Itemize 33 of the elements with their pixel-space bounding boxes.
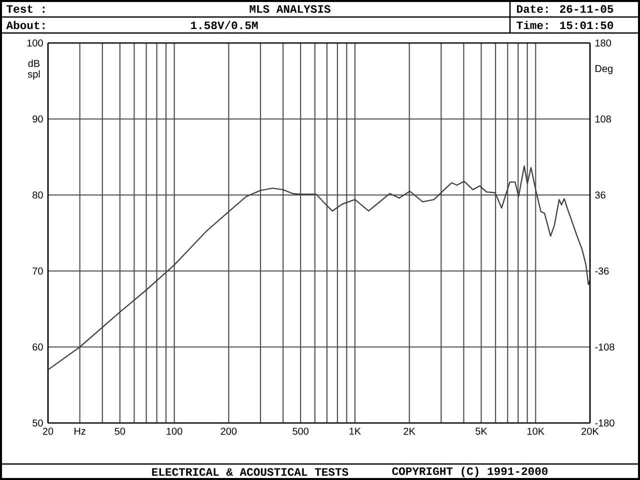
x-tick-label: 200 [220, 428, 237, 435]
y-tick-label: 80 [32, 191, 43, 199]
y-axis-title: dB spl [28, 60, 40, 80]
y2-tick-label: 180 [595, 39, 612, 47]
x-tick-label: Hz [74, 428, 86, 435]
y2-tick-label: -36 [595, 267, 609, 275]
x-tick-label: 1K [350, 428, 361, 435]
text: 1.58V/0.5M [191, 20, 258, 30]
y-tick-label: 70 [32, 267, 43, 275]
text: COPYRIGHT (C) 1991-2000 [392, 466, 548, 478]
x-tick-label: 2K [404, 428, 416, 435]
x-tick-label: 5K [476, 428, 488, 435]
chart-title: MLS ANALYSIS [250, 5, 330, 13]
x-tick-label: 20 [42, 428, 54, 435]
y2-tick-label: 36 [595, 191, 606, 199]
y-tick-label: 100 [27, 39, 43, 47]
y2-tick-label: -108 [595, 343, 614, 351]
x-tick-label: 100 [166, 428, 182, 435]
y-tick-label: 60 [32, 343, 43, 351]
text: About: [6, 20, 44, 30]
text: ELECTRICAL & ACOUSTICAL TESTS [152, 468, 348, 476]
y-tick-label: 50 [32, 419, 43, 427]
y2-tick-label: 108 [595, 115, 611, 123]
x-tick-label: 50 [114, 428, 126, 435]
y-tick-label: 90 [32, 115, 43, 123]
y2-tick-label: -180 [595, 419, 614, 427]
text: Date: 26-11-05 [517, 5, 614, 13]
text: Time: 15:01:50 [516, 20, 614, 30]
x-tick-label: 20K [582, 428, 599, 435]
x-tick-label: 500 [292, 428, 309, 435]
x-tick-label: 10K [527, 428, 544, 435]
y2-axis-title: Deg [596, 65, 612, 74]
text: Test : [6, 5, 44, 13]
